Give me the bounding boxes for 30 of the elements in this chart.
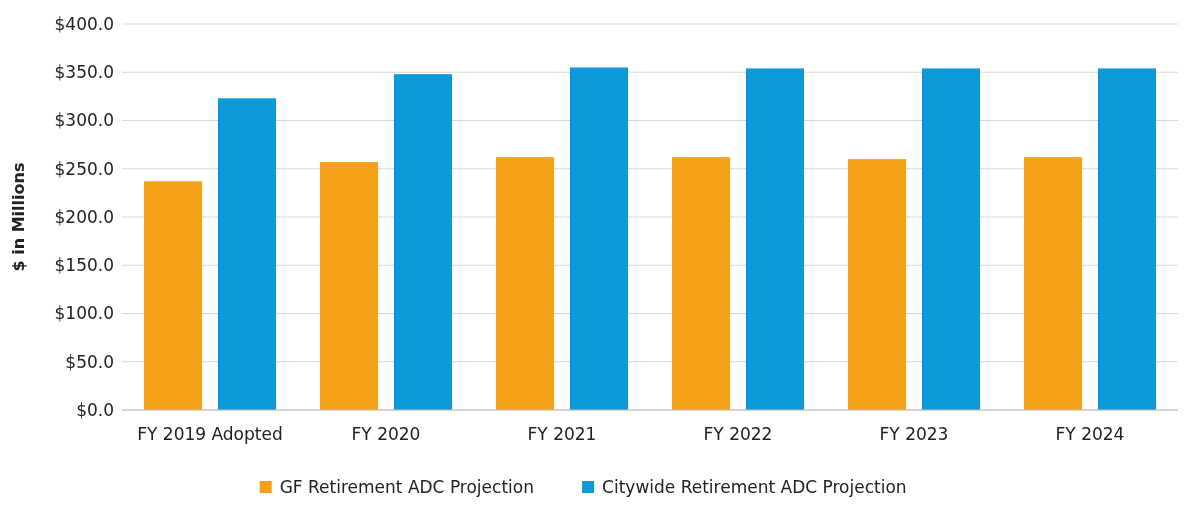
legend-label: GF Retirement ADC Projection: [279, 477, 534, 497]
y-tick-label: $150.0: [54, 255, 114, 276]
legend-label: Citywide Retirement ADC Projection: [602, 477, 907, 497]
bar: [745, 68, 804, 410]
y-tick-label: $200.0: [54, 206, 114, 227]
bar: [144, 181, 203, 410]
x-tick-label: FY 2022: [703, 424, 773, 444]
x-tick-label: FY 2020: [351, 424, 421, 444]
x-tick-label: FY 2019 Adopted: [137, 424, 283, 444]
y-tick-label: $250.0: [54, 158, 114, 179]
y-tick-label: $300.0: [54, 110, 114, 131]
bar: [921, 68, 980, 410]
y-tick-label: $0.0: [76, 399, 114, 420]
bar: [496, 157, 555, 410]
bar: [217, 98, 276, 410]
bar: [320, 162, 379, 410]
x-tick-label: FY 2024: [1055, 424, 1125, 444]
y-tick-label: $100.0: [54, 303, 114, 324]
y-tick-label: $400.0: [54, 13, 114, 34]
bar: [1024, 157, 1083, 410]
y-tick-label: $350.0: [54, 62, 114, 83]
bar: [393, 74, 452, 410]
bar: [672, 157, 731, 410]
y-tick-label: $50.0: [65, 351, 114, 372]
y-axis-title: $ in Millions: [9, 162, 28, 272]
bar: [1097, 68, 1156, 410]
x-tick-label: FY 2023: [879, 424, 949, 444]
bar: [848, 159, 907, 410]
bar: [569, 67, 628, 410]
x-tick-label: FY 2021: [527, 424, 597, 444]
